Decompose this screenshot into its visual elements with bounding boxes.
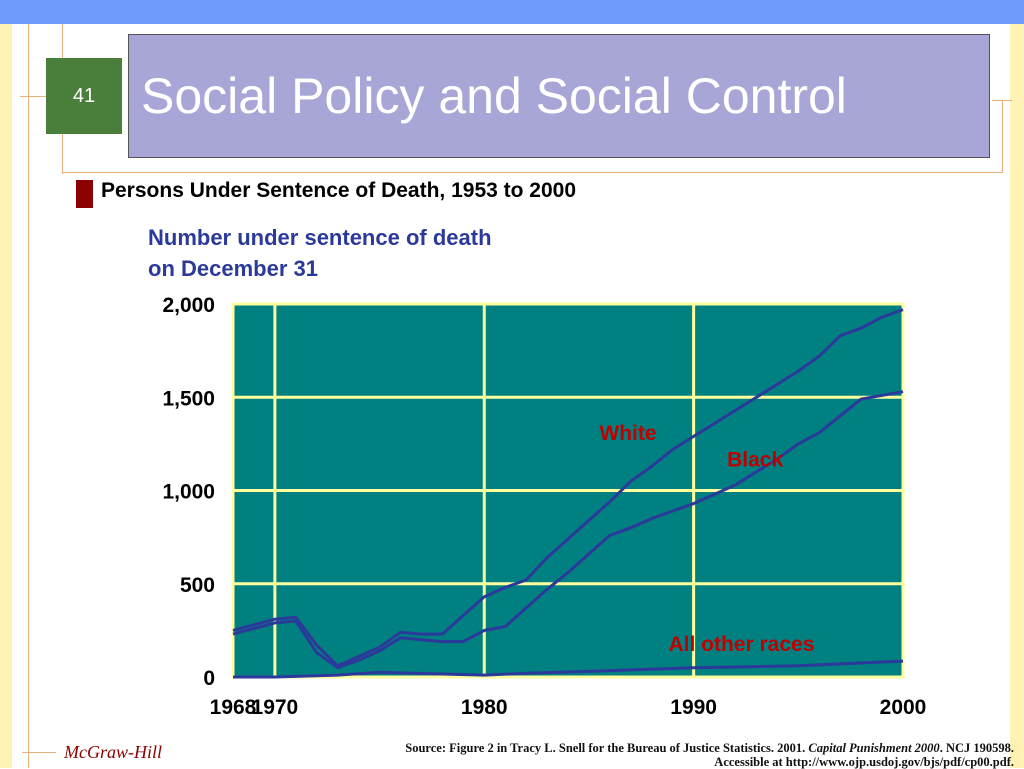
chart-subtitle: Persons Under Sentence of Death, 1953 to… <box>101 179 577 202</box>
grid <box>233 302 905 679</box>
x-tick-label: 1980 <box>461 696 508 719</box>
bullet-marker <box>76 180 93 208</box>
series-label-0: White <box>599 422 656 445</box>
decor-line <box>28 24 29 768</box>
slide-number: 41 <box>46 58 122 134</box>
x-tick-label: 2000 <box>880 696 927 719</box>
y-tick-label: 1,500 <box>162 387 215 410</box>
x-tick-label: 1990 <box>670 696 717 719</box>
source-text-1: Source: Figure 2 in Tracy L. Snell for t… <box>405 741 809 755</box>
y-tick-label: 500 <box>180 574 215 597</box>
decor-line <box>992 100 1012 101</box>
x-tick-label: 1968 <box>210 696 257 719</box>
decor-line <box>62 172 1002 173</box>
right-decor-strip <box>1010 24 1024 768</box>
series-line-0 <box>232 308 904 668</box>
decor-line <box>22 752 56 753</box>
source-text-2: . NCJ 190598. Accessible at http://www.o… <box>714 741 1014 769</box>
y-tick-label: 2,000 <box>162 294 215 317</box>
x-tick-label: 1970 <box>252 696 299 719</box>
title-box: Social Policy and Social Control <box>128 34 990 158</box>
slide-title: Social Policy and Social Control <box>141 68 847 124</box>
y-tick-label: 0 <box>203 667 215 690</box>
series-label-1: Black <box>727 448 783 471</box>
top-banner <box>0 0 1024 24</box>
y-axis-label-line1: Number under sentence of death <box>148 225 492 250</box>
y-tick-label: 1,000 <box>162 481 215 504</box>
source-text-italic: Capital Punishment 2000 <box>808 741 940 755</box>
series-labels: White Black All other races <box>599 422 814 656</box>
left-decor-strip <box>0 24 12 768</box>
decor-line <box>20 96 46 97</box>
series-line-1 <box>232 390 904 670</box>
decor-line <box>1002 100 1003 173</box>
y-ticks: 0 500 1,000 1,500 2,000 <box>162 294 215 690</box>
series-lines <box>232 308 904 679</box>
brand-logo-text: McGraw-Hill <box>64 742 162 762</box>
source-note: Source: Figure 2 in Tracy L. Snell for t… <box>374 741 1014 769</box>
series-line-2 <box>233 659 904 679</box>
y-axis-label-line2: on December 31 <box>148 256 318 281</box>
series-label-2: All other races <box>669 633 815 656</box>
